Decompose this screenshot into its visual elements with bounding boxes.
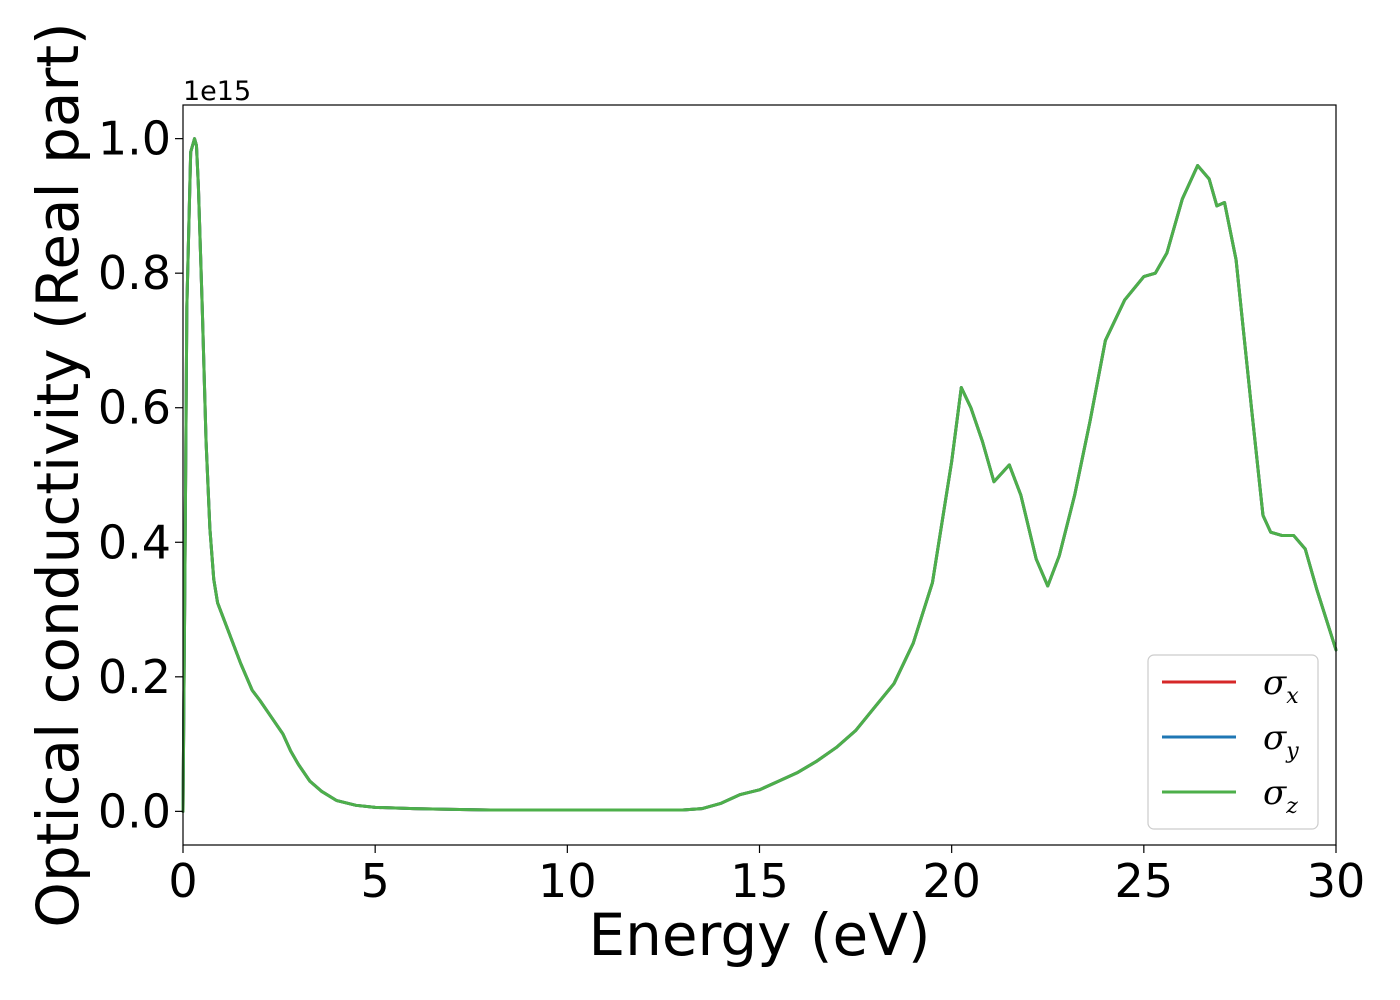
y-tick-label: 0.0: [98, 784, 171, 838]
y-offset-label: 1e15: [183, 76, 251, 107]
x-tick-label: 25: [1115, 854, 1174, 908]
x-axis: 0 5 10 15 20 25 30: [168, 845, 1365, 908]
x-tick-label: 30: [1307, 854, 1366, 908]
x-axis-title: Energy (eV): [588, 901, 930, 969]
x-tick-label: 5: [361, 854, 390, 908]
legend: σx σy σz: [1147, 654, 1319, 830]
y-axis: 0.0 0.2 0.4 0.6 0.8 1.0: [98, 112, 183, 838]
y-tick-label: 0.4: [98, 515, 171, 569]
x-tick-label: 0: [168, 854, 197, 908]
x-tick-label: 10: [538, 854, 597, 908]
x-tick-label: 15: [730, 854, 789, 908]
y-axis-title: Optical conductivity (Real part): [24, 22, 92, 927]
y-tick-label: 1.0: [98, 112, 171, 166]
legend-label-sigma-x: σx: [1263, 663, 1299, 709]
y-tick-label: 0.8: [98, 246, 171, 300]
data-layer: [181, 137, 1338, 813]
legend-box: [1147, 654, 1319, 830]
series-line-sigma-z: [181, 137, 1338, 813]
legend-label-sigma-y: σy: [1263, 718, 1299, 764]
y-tick-label: 0.2: [98, 650, 171, 704]
y-tick-label: 0.6: [98, 381, 171, 435]
x-tick-label: 20: [922, 854, 981, 908]
legend-label-sigma-z: σz: [1263, 773, 1298, 819]
